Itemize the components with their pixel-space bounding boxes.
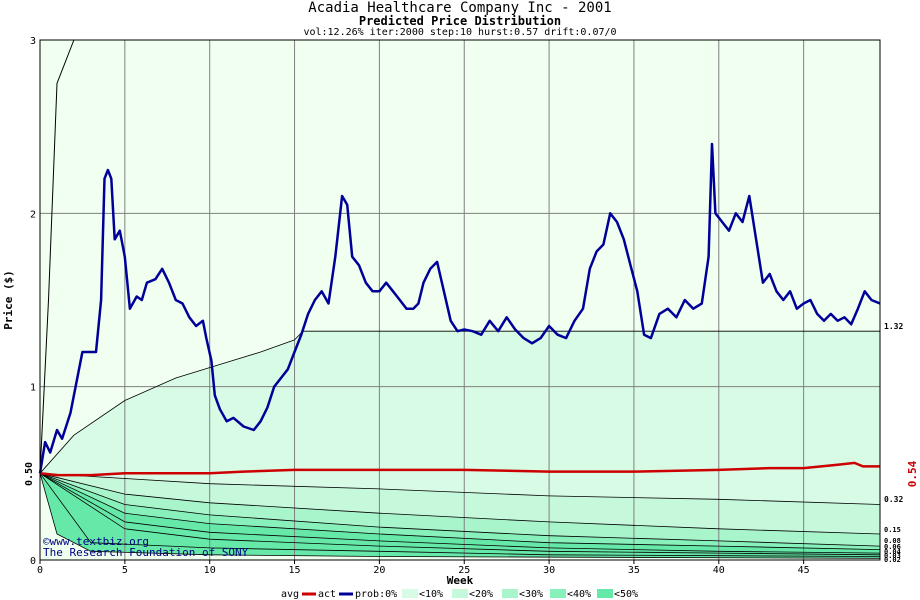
legend: avg act prob:0% <10% <20% <30% <40% <50% — [281, 589, 638, 600]
legend-prob0-label: prob:0% — [355, 589, 397, 600]
chart-subtitle: Predicted Price Distribution — [358, 14, 562, 28]
right-label-2: 0.15 — [884, 526, 901, 534]
upper-quantile-line — [39, 330, 880, 474]
watermark-foundation: The Research Foundation of SONY — [43, 546, 249, 559]
chart-params: vol:12.26% iter:2000 step:10 hurst:0.57 … — [303, 27, 617, 38]
legend-band10-label: <10% — [419, 589, 443, 600]
upper-envelope-line — [39, 39, 75, 474]
right-label-3: 0.08 — [884, 537, 901, 545]
start-price-label: 0.50 — [24, 462, 35, 486]
x-axis-label: Week — [447, 574, 474, 587]
watermark-url: ©www.textbiz.org — [43, 535, 149, 548]
x-tick-label-0: 0 — [37, 565, 43, 576]
legend-band40-label: <40% — [567, 589, 591, 600]
x-tick-label-5: 5 — [122, 565, 128, 576]
y-tick-label-0: 0 — [30, 556, 36, 567]
x-tick-label-40: 40 — [713, 565, 725, 576]
quantile-lines — [39, 39, 881, 559]
legend-band50-swatch — [597, 589, 613, 598]
avg-series-line — [39, 461, 880, 477]
lower-quantile-line-1 — [39, 472, 881, 505]
y-tick-label-2: 2 — [30, 209, 36, 220]
lower-quantile-line-2 — [39, 472, 881, 535]
band-region-7 — [40, 473, 880, 559]
lower-quantile-line-8 — [39, 473, 881, 559]
legend-act-label: act — [318, 589, 336, 600]
band-region-2 — [40, 473, 880, 547]
right-label-0: 1.32 — [884, 322, 903, 331]
legend-band20-swatch — [452, 589, 468, 598]
right-label-4: 0.06 — [884, 543, 901, 551]
right-label-7: 0.02 — [884, 556, 901, 564]
last-price-label: 0.54 — [906, 460, 919, 487]
right-label-1: 0.32 — [884, 495, 903, 504]
right-quantile-labels: 1.32 0.32 0.15 0.080.060.040.030.02 — [884, 322, 903, 564]
lower-quantile-line-3 — [39, 472, 881, 547]
legend-band10-swatch — [402, 589, 418, 598]
lower-quantile-line-6 — [39, 472, 881, 556]
y-tick-label-3: 3 — [30, 36, 36, 47]
legend-band30-label: <30% — [519, 589, 543, 600]
chart-title: Acadia Healthcare Company Inc - 2001 — [308, 0, 612, 16]
x-tick-label-20: 20 — [373, 565, 385, 576]
lower-quantile-line-7 — [39, 473, 881, 557]
x-tick-label-25: 25 — [458, 565, 470, 576]
y-tick-label-1: 1 — [30, 383, 36, 394]
legend-avg-label: avg — [281, 589, 299, 600]
x-tick-label-35: 35 — [628, 565, 640, 576]
act-series-line — [38, 142, 881, 474]
lower-quantile-line-5 — [39, 472, 881, 554]
legend-band20-label: <20% — [469, 589, 493, 600]
lower-quantile-line-4 — [39, 472, 881, 550]
x-tick-label-30: 30 — [543, 565, 555, 576]
plot-border — [39, 39, 881, 561]
band-region-1 — [40, 473, 880, 534]
band-region-3 — [40, 473, 880, 550]
band-region-4 — [40, 473, 880, 554]
series-lines — [38, 142, 881, 477]
axis-ticks: 0 5 10 15 20 25 30 35 40 45 0 1 2 3 — [30, 36, 810, 576]
x-tick-label-45: 45 — [798, 565, 810, 576]
x-tick-label-15: 15 — [289, 565, 301, 576]
x-tick-label-10: 10 — [204, 565, 216, 576]
right-label-5: 0.04 — [884, 548, 901, 556]
legend-band30-swatch — [502, 589, 518, 598]
band-upper-region — [40, 331, 880, 505]
right-label-6: 0.03 — [884, 552, 901, 560]
legend-band50-label: <50% — [614, 589, 638, 600]
legend-band40-swatch — [550, 589, 566, 598]
probability-bands — [40, 331, 880, 559]
y-axis-label: Price ($) — [2, 270, 15, 330]
